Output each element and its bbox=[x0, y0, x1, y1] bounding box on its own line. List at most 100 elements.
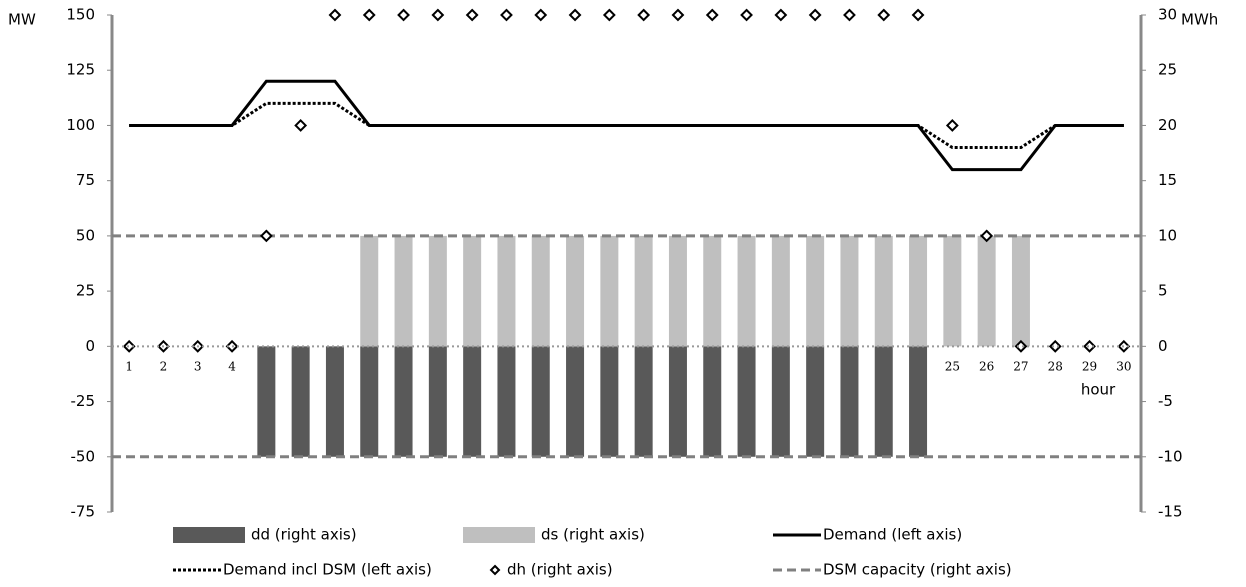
y2-tick-label: -15 bbox=[1158, 503, 1183, 521]
bar bbox=[360, 346, 379, 457]
bar bbox=[771, 235, 790, 347]
bar bbox=[668, 346, 687, 457]
y2-tick-label: 10 bbox=[1158, 226, 1177, 244]
bar bbox=[840, 235, 859, 347]
y-tick-label: 150 bbox=[66, 6, 95, 24]
bar bbox=[531, 346, 550, 457]
bar bbox=[840, 346, 859, 457]
marker bbox=[568, 8, 582, 22]
legend-label: Demand (left axis) bbox=[823, 526, 962, 544]
legend-swatch bbox=[173, 527, 245, 543]
marker bbox=[877, 8, 891, 22]
legend-label: dh (right axis) bbox=[507, 561, 613, 579]
bar bbox=[771, 346, 790, 457]
marker bbox=[980, 229, 994, 243]
bar bbox=[737, 235, 756, 347]
bar bbox=[737, 346, 756, 457]
x-tick-label: 25 bbox=[945, 360, 960, 374]
bar bbox=[874, 346, 893, 457]
bar bbox=[977, 235, 996, 347]
marker bbox=[671, 8, 685, 22]
bar bbox=[428, 235, 447, 347]
y2-tick-label: 15 bbox=[1158, 171, 1177, 189]
y2-tick-label: 25 bbox=[1158, 61, 1177, 79]
y-tick-label: 125 bbox=[66, 61, 95, 79]
bar bbox=[703, 346, 722, 457]
legend-label: ds (right axis) bbox=[541, 526, 645, 544]
bar bbox=[634, 235, 653, 347]
marker bbox=[911, 8, 925, 22]
bar bbox=[668, 235, 687, 347]
y-tick-label: 100 bbox=[66, 116, 95, 134]
y-tick-label: -25 bbox=[71, 392, 96, 410]
y2-tick-label: -10 bbox=[1158, 447, 1183, 465]
y2-tick-label: -5 bbox=[1158, 392, 1173, 410]
legend-label: DSM capacity (right axis) bbox=[823, 561, 1012, 579]
bar bbox=[909, 235, 928, 347]
bar bbox=[943, 235, 962, 347]
x-tick-label: 28 bbox=[1048, 360, 1063, 374]
marker bbox=[637, 8, 651, 22]
bar bbox=[325, 346, 344, 457]
marker bbox=[397, 8, 410, 22]
y2-tick-label: 20 bbox=[1158, 116, 1177, 134]
bar bbox=[600, 346, 619, 457]
bar bbox=[566, 346, 585, 457]
bar bbox=[257, 346, 276, 457]
bar bbox=[1011, 235, 1030, 347]
y-tick-label: 0 bbox=[85, 337, 95, 355]
bar bbox=[566, 235, 585, 347]
bar bbox=[497, 346, 516, 457]
legend-swatch bbox=[489, 564, 501, 576]
bar bbox=[360, 235, 379, 347]
legend-label: Demand incl DSM (left axis) bbox=[223, 561, 432, 579]
marker bbox=[602, 8, 616, 22]
bar bbox=[806, 235, 825, 347]
marker bbox=[465, 8, 479, 22]
bar bbox=[394, 346, 413, 457]
marker bbox=[1048, 339, 1062, 353]
x-tick-label: 29 bbox=[1082, 360, 1097, 374]
marker bbox=[259, 229, 273, 243]
bar bbox=[703, 235, 722, 347]
bar bbox=[291, 346, 310, 457]
bar bbox=[806, 346, 825, 457]
bar bbox=[428, 346, 447, 457]
demand-line bbox=[129, 101, 1124, 150]
marker bbox=[705, 8, 719, 22]
marker bbox=[1014, 339, 1028, 353]
marker bbox=[740, 8, 753, 22]
bar bbox=[634, 346, 653, 457]
bar bbox=[394, 235, 413, 347]
bar bbox=[600, 235, 619, 347]
y-tick-label: 25 bbox=[76, 282, 95, 300]
y-axis-title: MW bbox=[8, 11, 36, 29]
marker bbox=[294, 119, 308, 132]
legend-label: dd (right axis) bbox=[251, 526, 357, 544]
bar bbox=[497, 235, 516, 347]
y-tick-label: -50 bbox=[71, 447, 96, 465]
x-tick-label: 3 bbox=[194, 360, 202, 374]
marker bbox=[1083, 339, 1096, 353]
y2-tick-label: 5 bbox=[1158, 282, 1168, 300]
y2-tick-label: 0 bbox=[1158, 337, 1168, 355]
legend-swatch bbox=[463, 527, 535, 543]
marker bbox=[362, 8, 376, 22]
bar bbox=[909, 346, 928, 457]
x-tick-label: 2 bbox=[160, 360, 168, 374]
marker bbox=[431, 8, 445, 22]
x-tick-label: 4 bbox=[228, 360, 236, 374]
bar bbox=[463, 235, 482, 347]
x-tick-label: 26 bbox=[979, 360, 994, 374]
marker bbox=[945, 119, 959, 132]
y-tick-label: 50 bbox=[76, 226, 95, 244]
x-tick-label: 27 bbox=[1013, 360, 1028, 374]
bar bbox=[463, 346, 482, 457]
x-tick-label: 30 bbox=[1116, 360, 1131, 374]
marker bbox=[122, 339, 136, 353]
marker bbox=[843, 8, 856, 22]
marker bbox=[328, 8, 342, 22]
y-tick-label: 75 bbox=[76, 171, 95, 189]
x-axis-title: hour bbox=[1081, 381, 1116, 399]
